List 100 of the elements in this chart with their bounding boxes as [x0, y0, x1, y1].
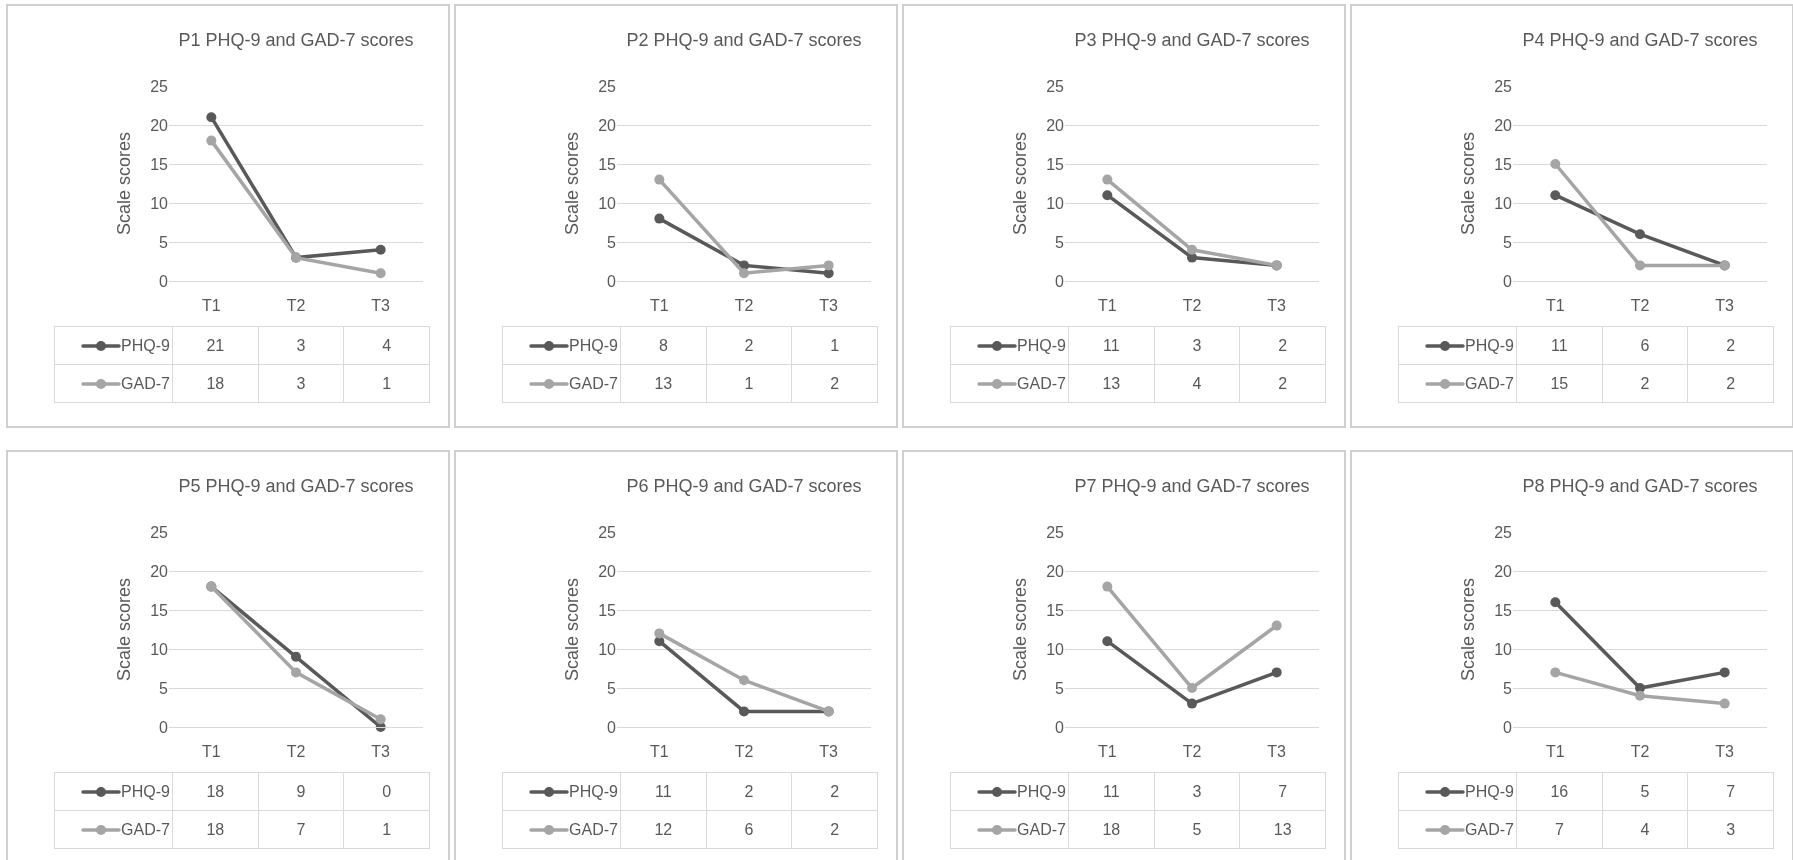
point	[1102, 174, 1113, 185]
data-label: 13	[1239, 810, 1326, 849]
y-axis-title: Scale scores	[1458, 577, 1479, 682]
y-tick-label: 25	[1494, 77, 1513, 95]
legend-label: GAD-7	[1465, 820, 1514, 838]
y-tick-label: 0	[607, 718, 617, 736]
point	[1719, 698, 1730, 709]
y-tick-label: 25	[1046, 77, 1065, 95]
point	[739, 706, 749, 717]
chart-title: P2 PHQ-9 and GAD-7 scores	[626, 30, 862, 51]
data-label: 7	[1687, 772, 1774, 811]
point	[1187, 244, 1197, 255]
legend-label: GAD-7	[1017, 820, 1066, 838]
data-label: 18	[172, 772, 259, 811]
point	[1271, 667, 1282, 678]
y-tick-label: 10	[150, 640, 169, 658]
y-tick-label: 10	[150, 194, 169, 212]
point	[1271, 620, 1282, 631]
point	[291, 651, 301, 662]
data-label: 1	[706, 364, 792, 403]
y-tick-label: 15	[150, 155, 169, 173]
legend-label: PHQ-9	[569, 336, 618, 354]
data-label: 2	[791, 810, 878, 849]
data-label: 1	[791, 326, 878, 365]
x-tick-label: T2	[286, 743, 306, 761]
chart-title: P3 PHQ-9 and GAD-7 scores	[1074, 30, 1310, 51]
y-axis-title: Scale scores	[114, 131, 135, 236]
y-tick-label: 10	[1494, 194, 1513, 212]
y-tick-label: 0	[607, 272, 617, 290]
y-tick-label: 15	[1046, 155, 1065, 173]
y-tick-label: 10	[1046, 640, 1065, 658]
x-tick-label: T2	[1630, 297, 1650, 315]
x-tick-label: T2	[1182, 743, 1202, 761]
legend-label: PHQ-9	[569, 782, 618, 800]
point	[1550, 667, 1561, 678]
data-label: 4	[343, 326, 430, 365]
x-tick-label: T1	[1097, 743, 1117, 761]
y-tick-label: 10	[1046, 194, 1065, 212]
y-axis-title: Scale scores	[562, 577, 583, 682]
data-label: 2	[791, 364, 878, 403]
point	[1635, 690, 1645, 701]
y-tick-label: 5	[1055, 233, 1065, 251]
data-label: 2	[706, 326, 792, 365]
point	[1719, 667, 1730, 678]
data-label: 3	[258, 326, 344, 365]
x-tick-label: T1	[649, 297, 669, 315]
data-label: 6	[1602, 326, 1688, 365]
data-label: 8	[620, 326, 707, 365]
legend-label: GAD-7	[1017, 374, 1066, 392]
point	[1187, 698, 1197, 709]
y-tick-label: 10	[598, 640, 617, 658]
legend-label: PHQ-9	[1017, 336, 1066, 354]
x-tick-label: T2	[734, 297, 754, 315]
point	[206, 135, 217, 146]
y-tick-label: 15	[150, 601, 169, 619]
x-tick-label: T3	[819, 743, 839, 761]
y-tick-label: 5	[159, 679, 169, 697]
y-tick-label: 20	[150, 562, 169, 580]
y-tick-label: 5	[1503, 233, 1513, 251]
x-tick-label: T2	[734, 743, 754, 761]
x-tick-label: T2	[1630, 743, 1650, 761]
data-label: 2	[791, 772, 878, 811]
y-tick-label: 0	[1503, 272, 1513, 290]
data-label: 11	[620, 772, 707, 811]
chart-title: P4 PHQ-9 and GAD-7 scores	[1522, 30, 1758, 51]
legend-label: PHQ-9	[1465, 336, 1514, 354]
point	[739, 268, 749, 279]
data-label: 2	[1239, 326, 1326, 365]
data-label: 2	[1687, 326, 1774, 365]
data-label: 11	[1068, 326, 1155, 365]
point	[291, 667, 301, 678]
y-tick-label: 25	[150, 523, 169, 541]
x-tick-label: T3	[371, 743, 391, 761]
y-tick-label: 5	[1503, 679, 1513, 697]
data-label: 4	[1154, 364, 1240, 403]
legend-label: PHQ-9	[1465, 782, 1514, 800]
y-tick-label: 0	[1055, 272, 1065, 290]
y-tick-label: 20	[598, 562, 617, 580]
data-label: 2	[1602, 364, 1688, 403]
x-tick-label: T1	[1545, 743, 1565, 761]
point	[654, 213, 665, 224]
y-axis-title: Scale scores	[1010, 131, 1031, 236]
data-label: 7	[1516, 810, 1603, 849]
x-tick-label: T1	[201, 297, 221, 315]
data-label: 11	[1068, 772, 1155, 811]
x-tick-label: T3	[819, 297, 839, 315]
x-tick-label: T1	[1545, 297, 1565, 315]
data-label: 18	[172, 810, 259, 849]
data-label: 7	[1239, 772, 1326, 811]
y-tick-label: 5	[607, 679, 617, 697]
y-tick-label: 20	[1046, 116, 1065, 134]
x-tick-label: T1	[649, 743, 669, 761]
y-tick-label: 10	[1494, 640, 1513, 658]
data-label: 18	[1068, 810, 1155, 849]
x-tick-label: T1	[1097, 297, 1117, 315]
chart-title: P6 PHQ-9 and GAD-7 scores	[626, 476, 862, 497]
point	[375, 268, 386, 279]
y-tick-label: 25	[1046, 523, 1065, 541]
y-tick-label: 20	[598, 116, 617, 134]
data-label: 3	[258, 364, 344, 403]
